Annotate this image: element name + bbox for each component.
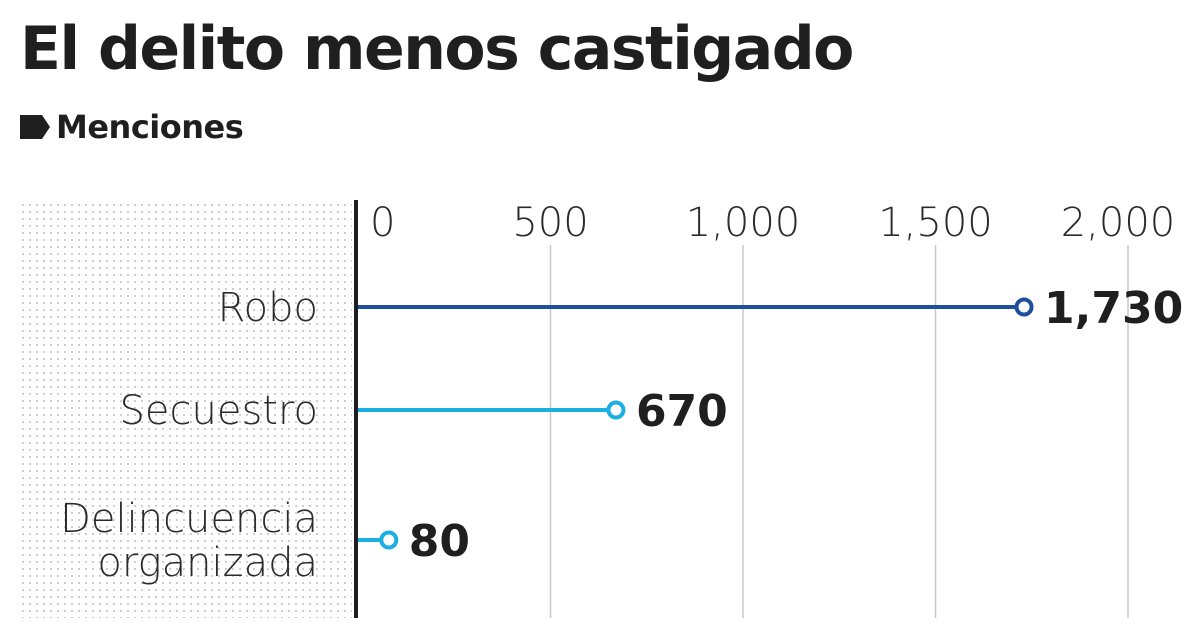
subtitle-marker-icon (20, 115, 50, 139)
category-label-2-1: organizada (97, 540, 318, 586)
category-label-1-0: Secuestro (119, 388, 318, 434)
x-tick-label-4: 2,000 (1061, 200, 1176, 246)
subtitle-text: Menciones (56, 108, 244, 146)
chart-title: El delito menos castigado (20, 14, 854, 84)
data-label-2: 80 (409, 516, 470, 567)
category-label-2-0: Delincuencia (60, 496, 318, 542)
x-tick-label-0: 0 (370, 200, 395, 246)
chart-subtitle: Menciones (20, 108, 244, 146)
label-panel-background (20, 200, 352, 618)
x-tick-label-1: 500 (512, 200, 588, 246)
data-point-0 (1014, 297, 1034, 317)
x-tick-label-3: 1,500 (878, 200, 993, 246)
data-label-0: 1,730 (1044, 283, 1183, 334)
x-tick-labels: 0 500 1,000 1,500 2,000 (370, 200, 1175, 246)
data-point-1 (606, 400, 626, 420)
category-label-0-0: Robo (218, 285, 318, 331)
data-point-2 (379, 530, 399, 550)
x-tick-label-2: 1,000 (686, 200, 801, 246)
data-label-1: 670 (636, 386, 728, 437)
data-marks: 1,730 Robo 670 Secuestro 80 Delincuenciaorgan… (60, 283, 1183, 586)
